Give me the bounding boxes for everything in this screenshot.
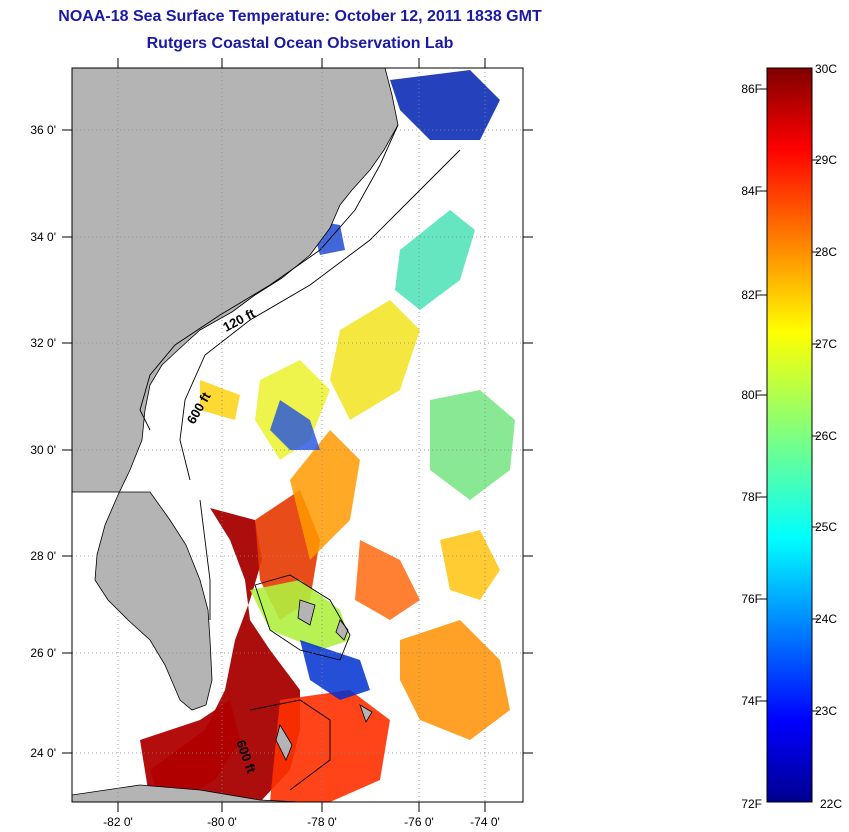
lon-label: -80 0' [207, 815, 237, 829]
colorbar-f-label: 78F [741, 490, 762, 504]
colorbar-c-label: 23C [815, 704, 837, 718]
lat-label: 26 0' [30, 646, 56, 660]
colorbar-ticks [760, 88, 819, 712]
colorbar-c-label: 30C [815, 62, 837, 76]
lon-label: -76 0' [404, 815, 434, 829]
lat-label: 36 0' [30, 123, 56, 137]
colorbar-f-label: 86F [741, 82, 762, 96]
contour-600ft [179, 149, 461, 481]
colorbar-c-label: 25C [815, 520, 837, 534]
map-title: NOAA-18 Sea Surface Temperature: October… [58, 8, 542, 25]
colorbar-c-label: 28C [815, 245, 837, 259]
colorbar-f-label: 76F [741, 592, 762, 606]
lon-label: -74 0' [470, 815, 500, 829]
cuba-land [72, 784, 301, 802]
colorbar-c-label: 27C [815, 337, 837, 351]
lat-label: 24 0' [30, 746, 56, 760]
lat-label: 34 0' [30, 230, 56, 244]
lat-label: 32 0' [30, 336, 56, 350]
lon-label: -78 0' [307, 815, 337, 829]
colorbar-f-label: 82F [741, 288, 762, 302]
colorbar-c-label: 29C [815, 153, 837, 167]
lon-label: -82 0' [103, 815, 133, 829]
map-frame [71, 67, 524, 803]
colorbar-f-label: 72F [741, 797, 762, 811]
axis-ticks [62, 58, 533, 812]
colorbar-f-label: 84F [741, 184, 762, 198]
colorbar-f-label: 74F [741, 694, 762, 708]
lat-label: 28 0' [30, 549, 56, 563]
colorbar-f-label: 80F [741, 388, 762, 402]
map-subtitle: Rutgers Coastal Ocean Observation Lab [146, 35, 454, 52]
colorbar-c-label: 22C [820, 797, 842, 811]
contour-120ft [139, 124, 399, 431]
land-mass [72, 68, 399, 711]
lat-label: 30 0' [30, 443, 56, 457]
bahamas-islands [275, 599, 373, 761]
colorbar-c-label: 24C [815, 612, 837, 626]
colorbar [766, 67, 813, 803]
colorbar-c-label: 26C [815, 429, 837, 443]
